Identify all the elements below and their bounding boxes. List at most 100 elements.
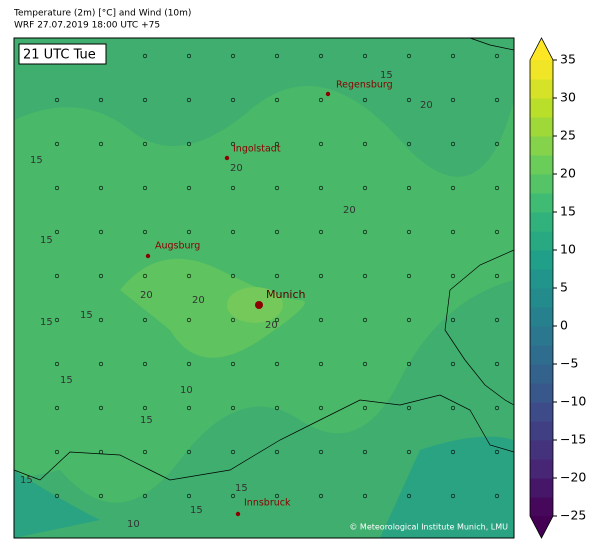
contour-label: 15 bbox=[40, 317, 53, 328]
contour-label: 10 bbox=[180, 385, 193, 396]
wind-marker bbox=[362, 229, 368, 235]
wind-marker bbox=[406, 405, 412, 411]
credit: © Meteorological Institute Munich, LMU bbox=[349, 523, 508, 532]
wind-marker bbox=[186, 493, 192, 499]
colorbar-band bbox=[530, 136, 553, 156]
wind-marker bbox=[230, 141, 236, 147]
colorbar-band bbox=[530, 421, 553, 441]
colorbar-tick-label: 25 bbox=[560, 128, 576, 143]
wind-marker bbox=[450, 185, 456, 191]
contour-label: 20 bbox=[343, 205, 356, 216]
wind-marker bbox=[274, 97, 280, 103]
city-dot bbox=[255, 301, 263, 309]
wind-marker bbox=[142, 97, 148, 103]
wind-marker bbox=[362, 273, 368, 279]
colorbar-tick-label: −15 bbox=[560, 432, 586, 447]
city-dot bbox=[145, 253, 151, 259]
wind-marker bbox=[318, 317, 324, 323]
wind-marker bbox=[362, 185, 368, 191]
wind-marker bbox=[98, 493, 104, 499]
wind-marker bbox=[274, 185, 280, 191]
colorbar-tick-label: 35 bbox=[560, 52, 576, 67]
wind-marker bbox=[450, 141, 456, 147]
colorbar-tick-label: 10 bbox=[560, 242, 576, 257]
time-box bbox=[18, 43, 107, 65]
wind-marker bbox=[406, 361, 412, 367]
contour-label: 20 bbox=[265, 320, 278, 331]
colorbar-tick-label: 30 bbox=[560, 90, 576, 105]
colorbar-band bbox=[530, 364, 553, 384]
wind-marker bbox=[230, 361, 236, 367]
wind-marker bbox=[406, 97, 412, 103]
wind-marker bbox=[362, 493, 368, 499]
colorbar-band bbox=[530, 250, 553, 270]
wind-marker bbox=[274, 493, 280, 499]
wind-marker bbox=[494, 405, 500, 411]
wind-marker bbox=[54, 449, 60, 455]
border bbox=[444, 249, 515, 406]
wind-marker bbox=[230, 449, 236, 455]
colorbar-band bbox=[530, 459, 553, 479]
wind-marker bbox=[494, 229, 500, 235]
wind-marker bbox=[406, 449, 412, 455]
colorbar-band bbox=[530, 307, 553, 327]
colorbar-band bbox=[530, 383, 553, 403]
wind-marker bbox=[406, 493, 412, 499]
wind-marker bbox=[494, 273, 500, 279]
wind-marker bbox=[186, 185, 192, 191]
contour-label: 20 bbox=[140, 290, 153, 301]
wind-marker bbox=[494, 97, 500, 103]
wind-marker bbox=[318, 361, 324, 367]
wind-marker bbox=[406, 141, 412, 147]
colorbar: −25 −20 −15 −10 −5 0 5 10 15 20 25 30 35 bbox=[529, 37, 586, 539]
wind-marker bbox=[98, 97, 104, 103]
wind-marker bbox=[362, 97, 368, 103]
colorbar-band bbox=[530, 174, 553, 194]
wind-marker bbox=[450, 53, 456, 59]
wind-marker bbox=[362, 361, 368, 367]
wind-marker bbox=[230, 273, 236, 279]
city-label: Regensburg bbox=[336, 80, 393, 91]
wind-marker bbox=[450, 449, 456, 455]
wind-marker bbox=[450, 405, 456, 411]
wind-marker bbox=[494, 53, 500, 59]
colorbar-band bbox=[530, 155, 553, 175]
wind-marker bbox=[186, 53, 192, 59]
wind-marker bbox=[230, 185, 236, 191]
wind-marker bbox=[54, 361, 60, 367]
wind-marker bbox=[274, 273, 280, 279]
wind-marker bbox=[450, 273, 456, 279]
colorbar-band bbox=[530, 231, 553, 251]
wind-marker bbox=[494, 141, 500, 147]
contour-label: 10 bbox=[127, 519, 140, 530]
wind-marker bbox=[450, 317, 456, 323]
wind-marker bbox=[142, 405, 148, 411]
wind-marker bbox=[98, 317, 104, 323]
wind-marker bbox=[494, 361, 500, 367]
wind-marker bbox=[186, 97, 192, 103]
contour-label: 20 bbox=[230, 163, 243, 174]
contour-label: 15 bbox=[60, 375, 73, 386]
city-dot bbox=[325, 91, 331, 97]
wind-marker bbox=[274, 53, 280, 59]
contour-label: 15 bbox=[380, 70, 393, 81]
wind-marker bbox=[98, 405, 104, 411]
wind-marker bbox=[98, 361, 104, 367]
contour-label: 15 bbox=[20, 475, 33, 486]
wind-marker bbox=[230, 229, 236, 235]
colorbar-extension bbox=[530, 516, 553, 538]
colorbar-tick-label: 20 bbox=[560, 166, 576, 181]
contour-label: 15 bbox=[190, 505, 203, 516]
wind-marker bbox=[362, 405, 368, 411]
wind-marker bbox=[54, 317, 60, 323]
wind-marker bbox=[98, 273, 104, 279]
wind-marker bbox=[230, 493, 236, 499]
wind-marker bbox=[230, 405, 236, 411]
city-dot bbox=[235, 511, 241, 517]
wind-marker bbox=[406, 229, 412, 235]
cool-zone bbox=[14, 436, 514, 538]
colorbar-band bbox=[530, 402, 553, 422]
wind-marker bbox=[186, 229, 192, 235]
colorbar-band bbox=[530, 497, 553, 517]
